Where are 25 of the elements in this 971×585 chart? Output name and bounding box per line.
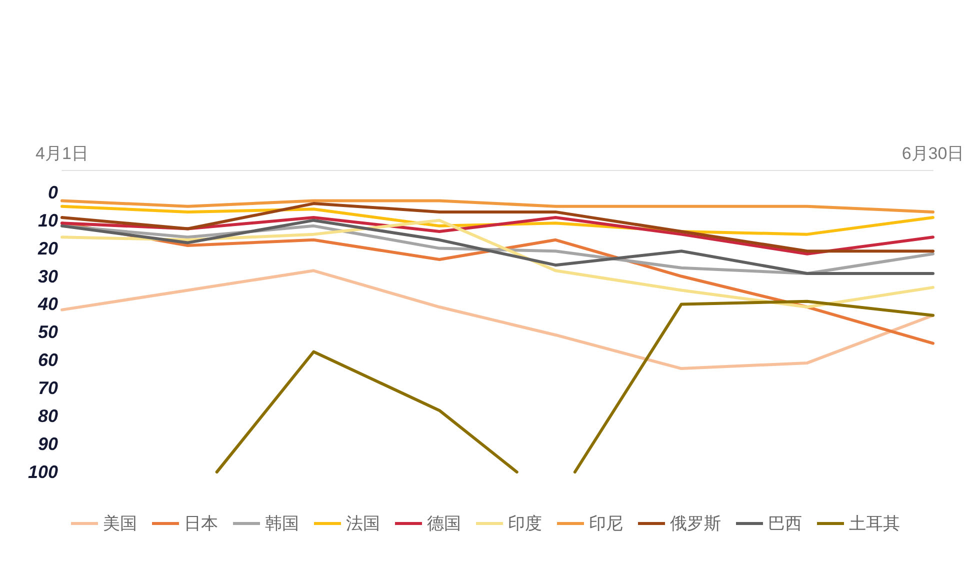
x-tick-label: 4月1日 <box>36 144 88 163</box>
legend-label: 印度 <box>508 514 542 533</box>
y-tick-label: 30 <box>38 266 58 286</box>
y-tick-label: 0 <box>48 182 58 202</box>
y-tick-label: 70 <box>38 378 58 398</box>
y-tick-label: 60 <box>38 350 58 370</box>
y-tick-label: 40 <box>36 294 58 314</box>
line-series <box>60 202 934 253</box>
legend-label: 法国 <box>346 514 380 533</box>
y-tick-label: 100 <box>28 462 58 482</box>
legend-label: 日本 <box>184 514 218 533</box>
x-tick-label: 6月30日 <box>902 144 964 163</box>
y-tick-label: 50 <box>38 322 58 342</box>
y-tick-label: 10 <box>38 210 58 230</box>
y-tick-label: 90 <box>38 434 58 454</box>
legend-label: 巴西 <box>768 514 802 533</box>
legend-label: 美国 <box>103 514 137 533</box>
y-tick-label: 80 <box>38 406 58 426</box>
legend-label: 俄罗斯 <box>670 514 721 533</box>
legend-label: 韩国 <box>265 514 299 533</box>
legend-label: 印尼 <box>589 514 623 533</box>
line-series <box>60 269 934 370</box>
legend-label: 土耳其 <box>849 514 900 533</box>
y-tick-label: 20 <box>36 238 58 258</box>
legend-label: 德国 <box>427 514 461 533</box>
